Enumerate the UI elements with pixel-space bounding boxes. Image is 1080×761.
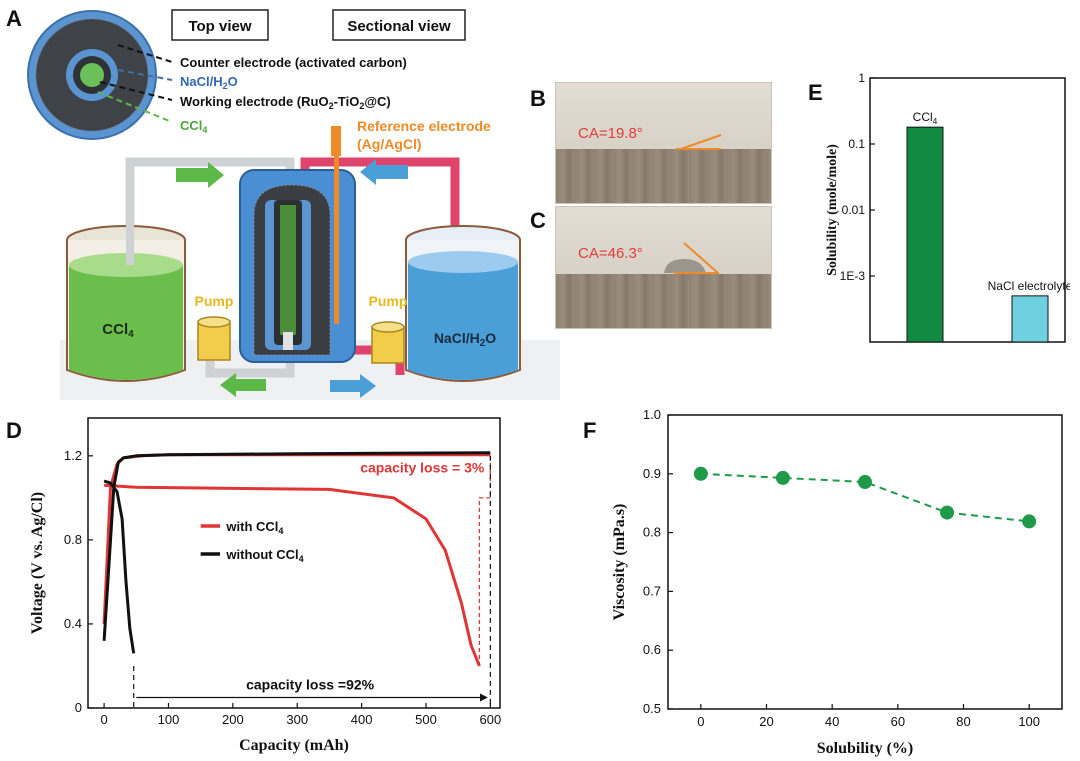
chart-f-viscosity: 0 20 40 60 80 100 0.5 0.6 0.7 0.8 0.9 1.0 Solubility… bbox=[611, 407, 1063, 757]
schematic-panel-a: Top view Sectional view Counter electrod… bbox=[27, 9, 560, 400]
x-tick-label-f-1: 20 bbox=[759, 714, 773, 729]
y-tick-label-e-1: 0.01 bbox=[842, 203, 866, 217]
x-tick-label-d-5: 500 bbox=[415, 712, 437, 727]
x-tick-label-f-2: 40 bbox=[825, 714, 839, 729]
y-tick-label-f-5: 1.0 bbox=[643, 407, 661, 422]
y-axis-label-d: Voltage (V vs. Ag/Cl) bbox=[29, 492, 46, 634]
plot-frame-d bbox=[87, 417, 501, 709]
sectional-view-label: Sectional view bbox=[347, 18, 451, 35]
chart-e-solubility: 1E-3 0.01 0.1 1 Solubility (mole/mole) CCl4 Na… bbox=[825, 71, 1070, 343]
y-axis-label-e: Solubility (mole/mole) bbox=[825, 144, 840, 276]
x-tick-label-f-5: 100 bbox=[1018, 714, 1040, 729]
series-d-0-charge bbox=[102, 453, 491, 624]
y-tick-label-d-0: 0 bbox=[75, 700, 82, 715]
bar-e-0 bbox=[906, 126, 944, 343]
arrow-nacl-in bbox=[360, 159, 408, 185]
series-f-line bbox=[700, 472, 1030, 523]
bar-label-e-0: CCl4 bbox=[913, 110, 938, 126]
panel-letter-c: C bbox=[530, 208, 546, 233]
y-tick-label-f-3: 0.8 bbox=[643, 525, 661, 540]
x-tick-label-f-4: 80 bbox=[956, 714, 970, 729]
bar-e-1 bbox=[1011, 295, 1049, 343]
nacl-tank-label: NaCl/H2O bbox=[434, 330, 496, 349]
x-tick-label-d-3: 300 bbox=[286, 712, 308, 727]
panel-letter-b: B bbox=[530, 86, 546, 111]
series-d-0-discharge bbox=[104, 483, 481, 667]
point-f-2 bbox=[858, 475, 872, 490]
x-tick-label-f-3: 60 bbox=[891, 714, 905, 729]
x-tick-label-d-1: 100 bbox=[158, 712, 180, 727]
legend-ccl4: CCl4 bbox=[180, 118, 207, 135]
arrow-ccl4-in bbox=[176, 162, 224, 188]
y-tick-label-f-4: 0.9 bbox=[643, 466, 661, 481]
point-f-4 bbox=[1022, 514, 1037, 529]
series-d-1-charge bbox=[102, 451, 491, 641]
pump-right-label: Pump bbox=[369, 293, 408, 309]
top-view-cross-section bbox=[27, 10, 157, 140]
point-f-1 bbox=[775, 470, 790, 485]
legend-counter-electrode: Counter electrode (activated carbon) bbox=[180, 55, 407, 70]
legend-label-d-0: with CCl4 bbox=[225, 519, 284, 536]
legend-nacl-h2o: NaCl/H2O bbox=[180, 74, 238, 91]
chart-d-voltage: 0 100 200 300 400 500 600 0 0.4 0.8 1.2 Capacity (m… bbox=[29, 417, 501, 754]
legend-working-electrode: Working electrode (RuO2-TiO2@C) bbox=[180, 94, 391, 111]
y-tick-label-f-2: 0.7 bbox=[643, 583, 661, 598]
x-tick-label-d-2: 200 bbox=[222, 712, 244, 727]
sectional-view-box bbox=[332, 9, 466, 41]
arrow-ccl4-out bbox=[220, 373, 266, 397]
y-tick-label-e-2: 0.1 bbox=[848, 137, 865, 151]
reference-electrode bbox=[331, 126, 341, 156]
ccl4-tank-label: CCl4 bbox=[102, 321, 134, 340]
plot-frame-f bbox=[667, 414, 1063, 710]
panel-letter-e: E bbox=[808, 80, 823, 105]
x-tick-label-d-4: 400 bbox=[351, 712, 373, 727]
point-f-0 bbox=[693, 466, 708, 481]
panel-letter-d: D bbox=[6, 418, 22, 443]
annotation-loss-3-bracket bbox=[478, 455, 491, 666]
top-view-label: Top view bbox=[188, 18, 251, 35]
top-view-box bbox=[171, 9, 269, 41]
x-tick-label-d-6: 600 bbox=[479, 712, 501, 727]
bar-label-e-1: NaCl electrolyte bbox=[988, 279, 1070, 293]
annotation-loss-3: capacity loss = 3% bbox=[360, 460, 485, 476]
y-tick-label-f-0: 0.5 bbox=[643, 701, 661, 716]
contact-angle-photo-c: CA=46.3° bbox=[555, 206, 772, 329]
pump-right bbox=[371, 321, 405, 364]
reference-electrode-sublabel: (Ag/AgCl) bbox=[357, 136, 422, 152]
legend-label-d-1: without CCl4 bbox=[225, 547, 304, 564]
contact-angle-b: CA=19.8° bbox=[578, 125, 643, 142]
point-f-3 bbox=[940, 505, 955, 520]
panel-letter-a: A bbox=[6, 6, 22, 31]
ccl4-channel bbox=[280, 205, 296, 335]
panel-letter-f: F bbox=[583, 418, 597, 443]
y-tick-label-e-0: 1E-3 bbox=[840, 269, 866, 283]
y-tick-label-d-3: 1.2 bbox=[64, 448, 82, 463]
x-axis-label-f: Solubility (%) bbox=[817, 740, 913, 757]
annotation-loss-92: capacity loss =92% bbox=[246, 676, 375, 692]
y-tick-label-e-3: 1 bbox=[858, 71, 865, 85]
annotation-92-arrowhead bbox=[480, 693, 488, 702]
series-d-1-discharge bbox=[103, 479, 136, 654]
y-tick-label-d-2: 0.8 bbox=[64, 532, 82, 547]
arrow-nacl-out bbox=[330, 374, 376, 398]
y-tick-label-f-1: 0.6 bbox=[643, 642, 661, 657]
contact-angle-c: CA=46.3° bbox=[578, 245, 643, 262]
x-axis-label-d: Capacity (mAh) bbox=[239, 737, 349, 754]
contact-angle-photo-b: CA=19.8° bbox=[555, 82, 772, 204]
pump-left-label: Pump bbox=[195, 293, 234, 309]
x-tick-label-f-0: 0 bbox=[697, 714, 704, 729]
y-tick-label-d-1: 0.4 bbox=[64, 616, 82, 631]
reference-electrode-label: Reference electrode bbox=[357, 118, 491, 134]
x-tick-label-d-0: 0 bbox=[100, 712, 107, 727]
y-axis-label-f: Viscosity (mPa.s) bbox=[611, 504, 628, 621]
pump-left bbox=[197, 316, 231, 361]
